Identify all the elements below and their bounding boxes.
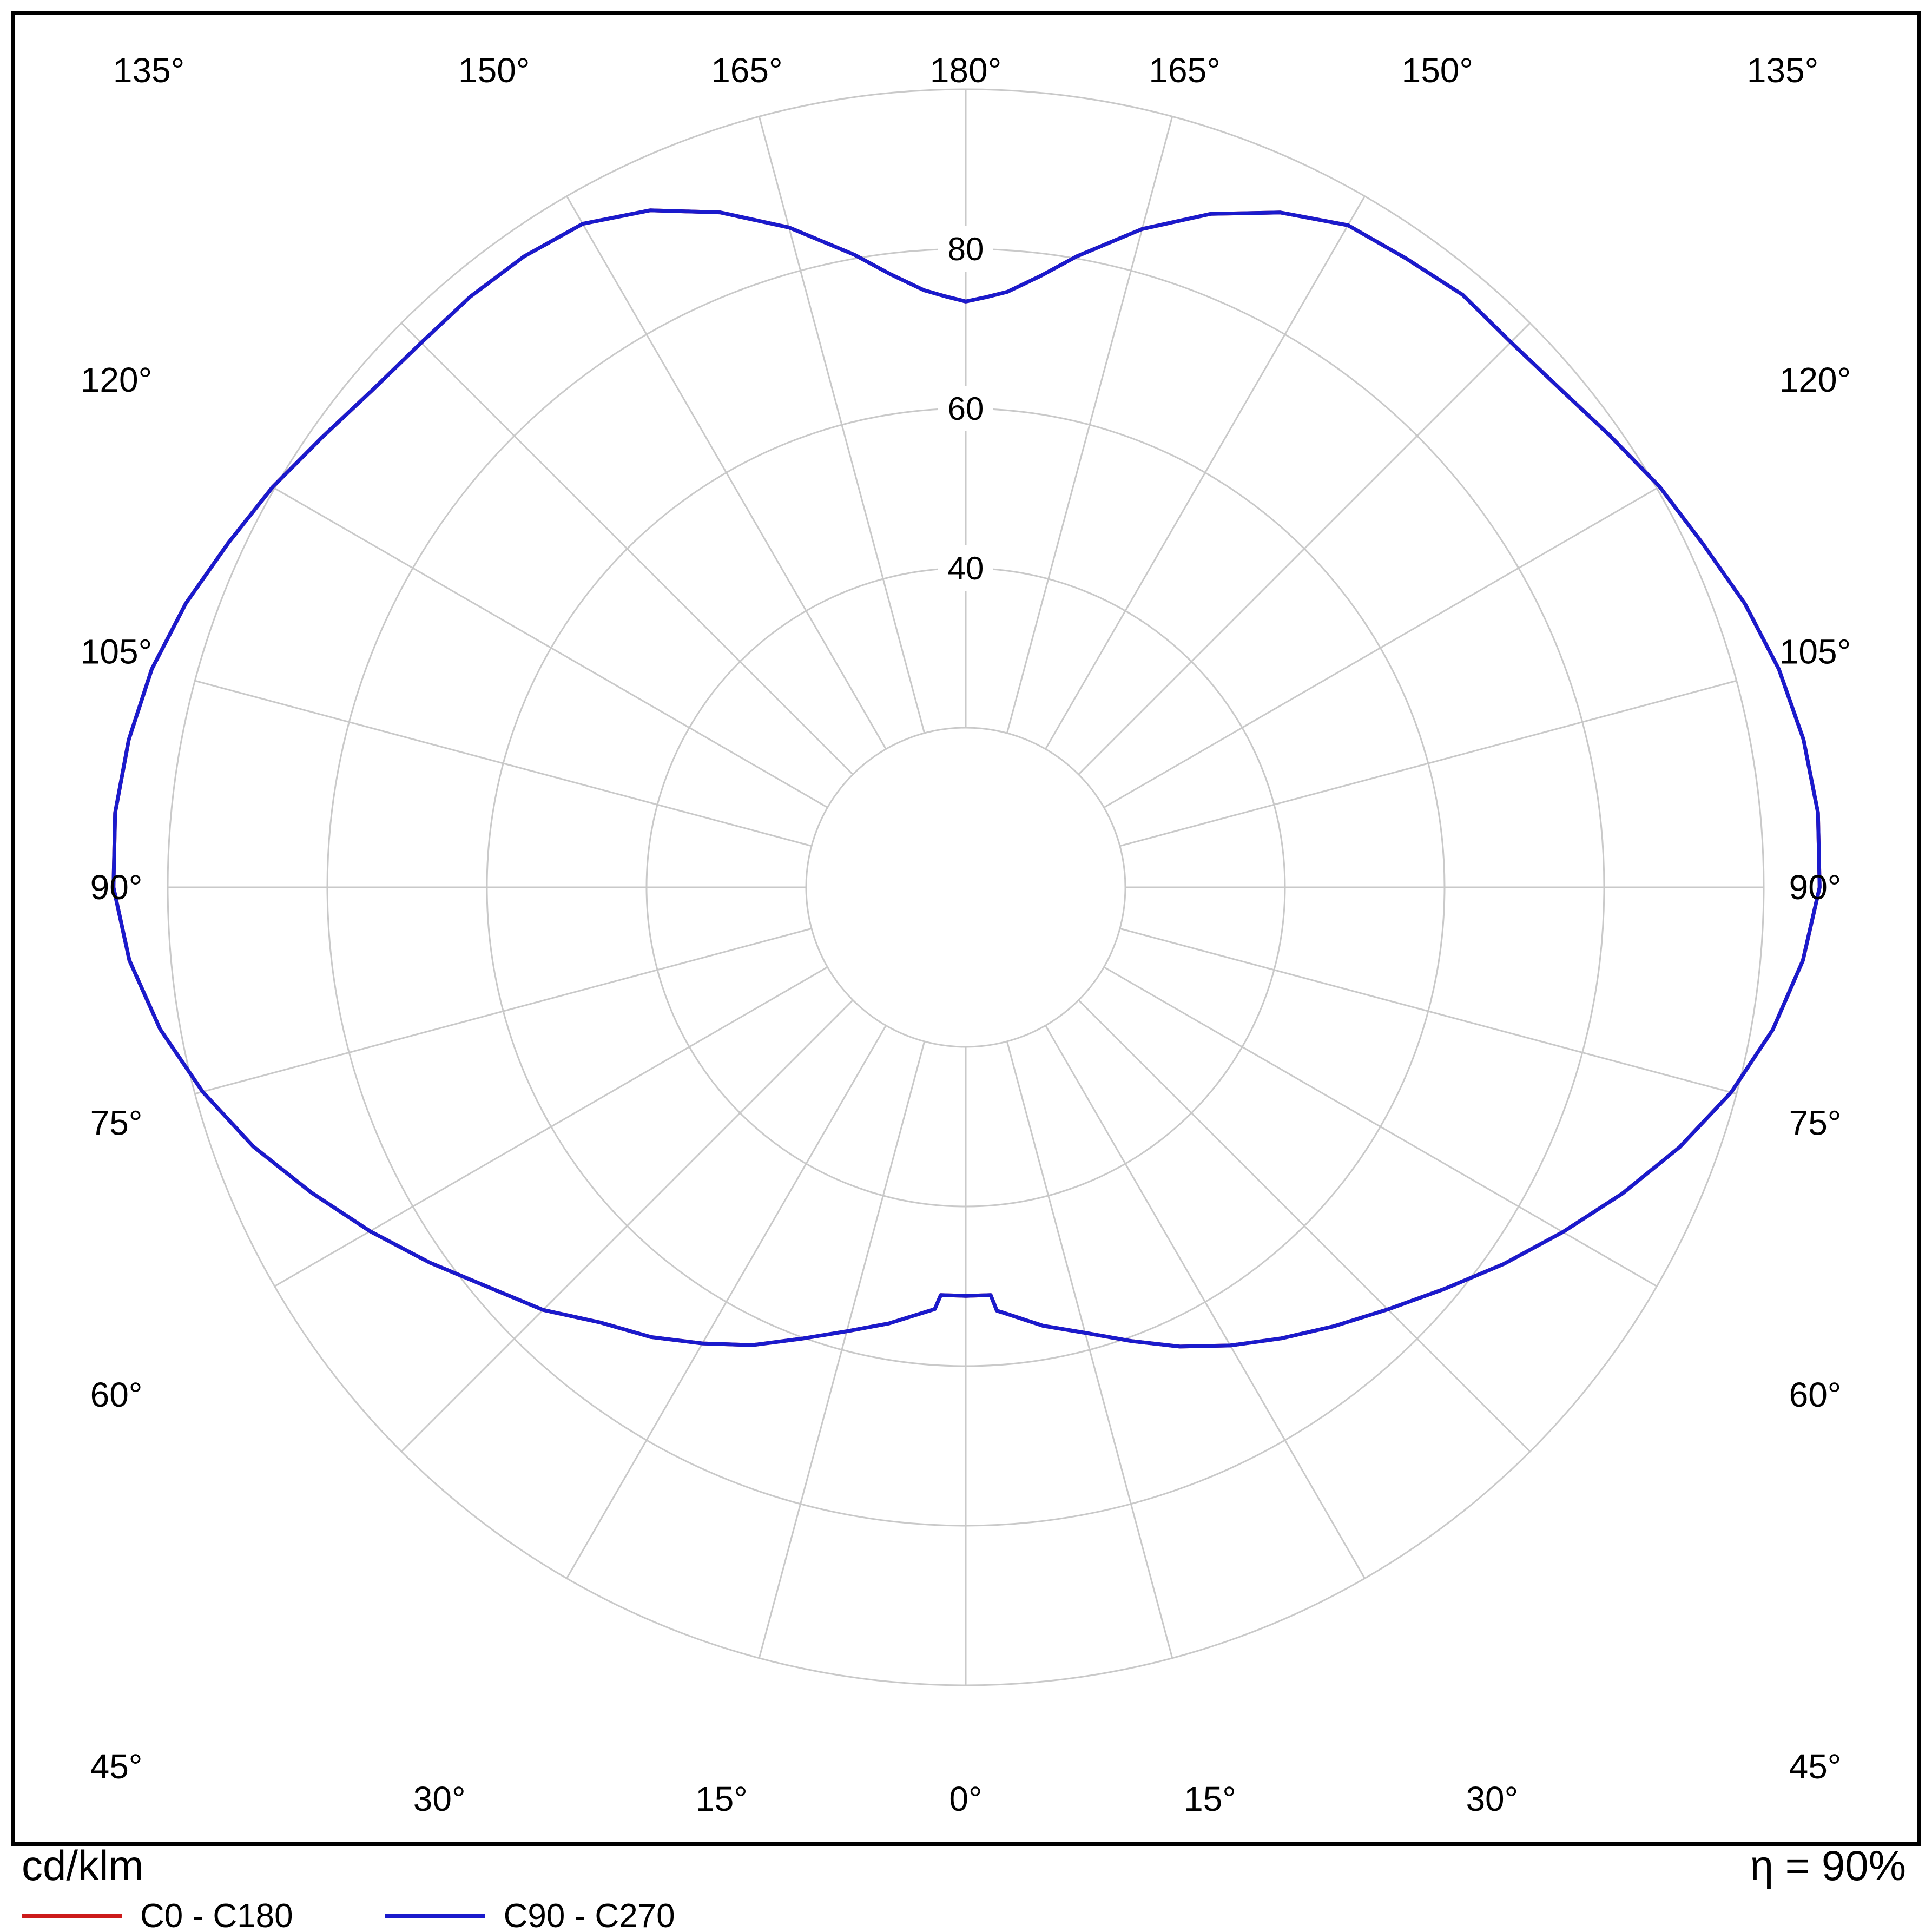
angle-label: 150° xyxy=(458,51,530,90)
grid-spoke xyxy=(1119,927,1737,1095)
ring-value-label: 60 xyxy=(948,391,984,427)
intensity-curve-c90-c270 xyxy=(111,208,1822,1349)
angle-label: 90° xyxy=(1789,868,1842,907)
angle-label: 60° xyxy=(1789,1375,1842,1414)
angle-label: 150° xyxy=(1402,51,1473,90)
angle-label: 60° xyxy=(90,1375,143,1414)
ring-label-bg xyxy=(938,386,993,431)
angle-label: 120° xyxy=(81,360,152,399)
legend: cd/klm η = 90% C0 - C180 C90 - C270 xyxy=(22,1842,1906,1932)
c90-c270-line-swatch xyxy=(385,1914,485,1918)
legend-entry-c90-c270: C90 - C270 xyxy=(385,1897,675,1932)
ring-value-label: 80 xyxy=(948,231,984,267)
angle-label: 30° xyxy=(413,1779,466,1818)
angle-label: 30° xyxy=(1466,1779,1518,1818)
angle-label: 105° xyxy=(81,632,152,671)
angle-label: 90° xyxy=(90,868,143,907)
angle-label: 15° xyxy=(695,1779,748,1818)
grid-spoke xyxy=(194,927,812,1095)
grid-spoke xyxy=(274,487,828,808)
angle-label: 45° xyxy=(1789,1747,1842,1786)
grid-spoke xyxy=(274,966,828,1287)
angle-label: 135° xyxy=(1747,51,1818,90)
grid-spoke xyxy=(1103,487,1658,808)
ring-label-bg xyxy=(938,545,993,591)
grid-spoke xyxy=(1045,195,1366,750)
angle-label: 165° xyxy=(711,51,782,90)
angle-label: 0° xyxy=(949,1779,982,1818)
grid-spoke xyxy=(194,680,812,847)
grid-spoke xyxy=(400,322,854,775)
grid-spoke xyxy=(1078,322,1531,775)
grid-spoke xyxy=(566,195,887,750)
angle-label: 135° xyxy=(113,51,184,90)
angle-label: 105° xyxy=(1779,632,1851,671)
grid-spoke xyxy=(1006,116,1173,734)
ring-value-label: 40 xyxy=(948,550,984,586)
grid-spoke xyxy=(1078,999,1531,1453)
grid-spoke xyxy=(1006,1041,1173,1659)
angle-label: 15° xyxy=(1184,1779,1236,1818)
legend-entries: C0 - C180 C90 - C270 xyxy=(22,1897,1906,1932)
angle-label: 75° xyxy=(1789,1103,1842,1142)
c0-c180-line-swatch xyxy=(22,1914,122,1918)
unit-label: cd/klm xyxy=(22,1842,144,1889)
grid-spoke xyxy=(1103,966,1658,1287)
grid-spoke xyxy=(1045,1025,1366,1579)
legend-entry-label: C0 - C180 xyxy=(140,1897,293,1932)
legend-entry-label: C90 - C270 xyxy=(503,1897,675,1932)
angle-label: 75° xyxy=(90,1103,143,1142)
angle-label: 165° xyxy=(1149,51,1220,90)
grid-spoke xyxy=(1119,680,1737,847)
angle-label: 45° xyxy=(90,1747,143,1786)
legend-top-row: cd/klm η = 90% xyxy=(22,1842,1906,1889)
grid-spoke xyxy=(566,1025,887,1579)
grid-ring xyxy=(805,727,1126,1048)
grid-spoke xyxy=(400,999,854,1453)
ring-label-bg xyxy=(938,226,993,272)
chart-frame xyxy=(11,11,1921,1846)
grid-spoke xyxy=(758,116,926,734)
angle-label: 180° xyxy=(930,51,1001,90)
angle-label: 120° xyxy=(1779,360,1851,399)
legend-entry-c0-c180: C0 - C180 xyxy=(22,1897,293,1932)
efficiency-label: η = 90% xyxy=(1750,1842,1906,1889)
grid-spoke xyxy=(758,1041,926,1659)
